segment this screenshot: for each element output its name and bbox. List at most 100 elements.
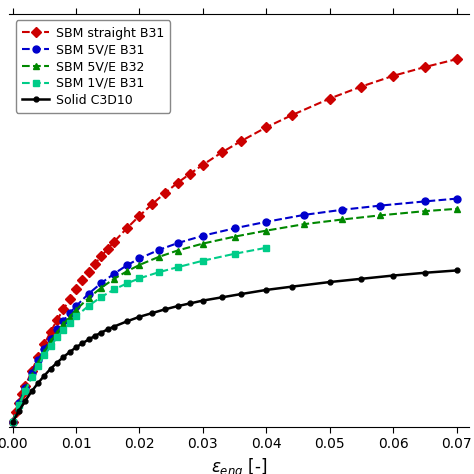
SBM 5V/E B32 [86, 295, 91, 301]
SBM 1V/E B31 [124, 281, 130, 286]
SBM 1V/E B31 [137, 275, 142, 281]
SBM straight B31 [289, 112, 294, 118]
SBM straight B31 [219, 149, 225, 155]
SBM straight B31 [137, 213, 142, 219]
SBM 1V/E B31 [264, 245, 269, 251]
SBM 5V/E B31 [73, 303, 79, 309]
SBM 5V/E B32 [99, 285, 104, 291]
SBM 5V/E B32 [29, 372, 35, 378]
SBM 5V/E B31 [111, 271, 117, 276]
SBM 5V/E B32 [200, 241, 206, 246]
SBM 1V/E B31 [42, 352, 47, 358]
Solid C3D10 [390, 273, 396, 278]
Solid C3D10 [124, 319, 130, 324]
SBM 1V/E B31 [29, 374, 35, 380]
SBM 5V/E B31 [378, 203, 383, 209]
Solid C3D10 [359, 276, 365, 282]
SBM 5V/E B32 [42, 349, 47, 355]
SBM straight B31 [22, 383, 28, 389]
Solid C3D10 [42, 373, 47, 378]
SBM straight B31 [86, 269, 91, 275]
Solid C3D10 [10, 419, 16, 425]
SBM 5V/E B32 [378, 212, 383, 218]
SBM 5V/E B31 [454, 196, 459, 201]
Solid C3D10 [86, 337, 91, 342]
Line: SBM 5V/E B31: SBM 5V/E B31 [9, 195, 460, 426]
SBM 5V/E B31 [16, 401, 22, 406]
Solid C3D10 [175, 303, 181, 309]
SBM 5V/E B32 [137, 262, 142, 268]
SBM 1V/E B31 [200, 258, 206, 264]
Solid C3D10 [105, 327, 110, 332]
SBM straight B31 [29, 368, 35, 374]
SBM 5V/E B31 [42, 346, 47, 352]
SBM 5V/E B31 [61, 318, 66, 324]
Solid C3D10 [137, 314, 142, 319]
SBM straight B31 [124, 226, 130, 231]
SBM 1V/E B31 [16, 402, 22, 408]
SBM 5V/E B32 [73, 307, 79, 313]
SBM straight B31 [61, 307, 66, 312]
SBM 1V/E B31 [10, 419, 16, 425]
SBM straight B31 [264, 125, 269, 130]
SBM 1V/E B31 [73, 313, 79, 319]
SBM straight B31 [327, 96, 333, 101]
SBM 5V/E B31 [200, 233, 206, 238]
Solid C3D10 [22, 398, 28, 403]
SBM 5V/E B31 [124, 263, 130, 268]
Solid C3D10 [162, 307, 168, 312]
X-axis label: $\epsilon_{eng}$ [-]: $\epsilon_{eng}$ [-] [211, 456, 267, 474]
SBM straight B31 [67, 296, 73, 302]
Legend: SBM straight B31, SBM 5V/E B31, SBM 5V/E B32, SBM 1V/E B31, Solid C3D10: SBM straight B31, SBM 5V/E B31, SBM 5V/E… [16, 20, 170, 113]
SBM 5V/E B32 [22, 386, 28, 392]
SBM 5V/E B32 [175, 248, 181, 254]
SBM 1V/E B31 [155, 269, 161, 275]
SBM 5V/E B32 [67, 314, 73, 319]
SBM 5V/E B32 [155, 254, 161, 260]
Solid C3D10 [219, 294, 225, 300]
SBM 5V/E B31 [137, 255, 142, 261]
SBM 1V/E B31 [111, 287, 117, 292]
SBM straight B31 [359, 83, 365, 89]
SBM 5V/E B31 [86, 291, 91, 296]
SBM 5V/E B31 [232, 226, 237, 231]
SBM straight B31 [175, 180, 181, 186]
SBM straight B31 [111, 239, 117, 245]
SBM 1V/E B31 [48, 343, 54, 349]
Solid C3D10 [422, 270, 428, 275]
Solid C3D10 [67, 349, 73, 355]
Solid C3D10 [200, 298, 206, 303]
SBM 5V/E B31 [99, 280, 104, 286]
SBM 5V/E B31 [54, 327, 60, 332]
SBM 5V/E B32 [422, 208, 428, 214]
Line: SBM straight B31: SBM straight B31 [9, 55, 460, 426]
SBM 5V/E B32 [339, 217, 345, 222]
Solid C3D10 [29, 389, 35, 394]
SBM straight B31 [422, 64, 428, 70]
Solid C3D10 [80, 340, 85, 346]
SBM straight B31 [10, 419, 16, 425]
SBM 5V/E B32 [301, 221, 307, 227]
Solid C3D10 [454, 268, 459, 273]
SBM straight B31 [187, 171, 193, 176]
SBM straight B31 [16, 400, 22, 405]
SBM 5V/E B32 [264, 228, 269, 234]
SBM 1V/E B31 [61, 327, 66, 333]
SBM 5V/E B32 [35, 360, 41, 365]
SBM 1V/E B31 [175, 264, 181, 270]
Solid C3D10 [92, 333, 98, 338]
SBM straight B31 [162, 190, 168, 196]
Solid C3D10 [61, 354, 66, 360]
SBM 5V/E B32 [48, 338, 54, 344]
SBM 1V/E B31 [22, 388, 28, 394]
SBM 5V/E B31 [264, 219, 269, 225]
SBM 5V/E B32 [16, 401, 22, 407]
SBM straight B31 [200, 162, 206, 168]
SBM 1V/E B31 [86, 303, 91, 309]
SBM straight B31 [238, 138, 244, 144]
Solid C3D10 [16, 408, 22, 414]
SBM 5V/E B31 [67, 310, 73, 316]
SBM 5V/E B31 [301, 212, 307, 218]
Solid C3D10 [54, 360, 60, 365]
SBM straight B31 [105, 246, 110, 252]
